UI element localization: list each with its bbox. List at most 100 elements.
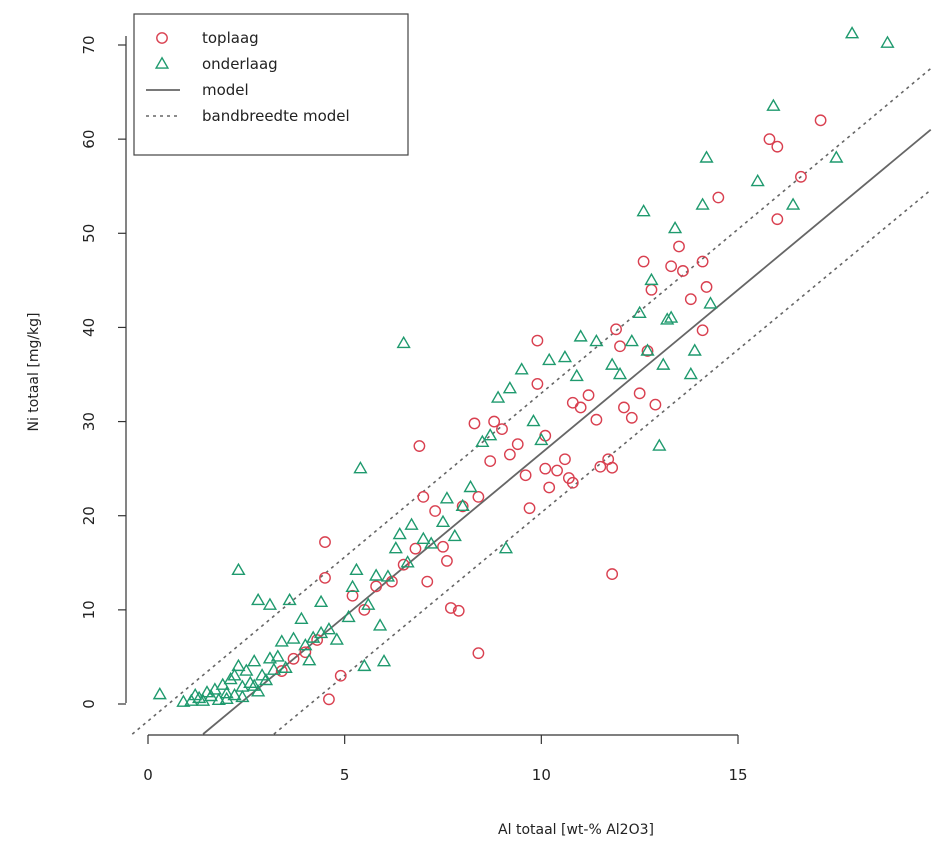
series-onderlaag: [152, 26, 895, 707]
data-point: [605, 357, 620, 370]
data-point: [511, 438, 524, 451]
data-point: [270, 649, 285, 662]
data-point: [829, 150, 844, 163]
data-point: [696, 255, 709, 268]
data-point: [380, 569, 396, 582]
data-point: [413, 440, 426, 452]
data-point: [282, 592, 297, 606]
y-axis: 0 10 20 30 40 50 60 70: [80, 35, 127, 709]
data-point: [376, 654, 392, 667]
data-point: [645, 283, 658, 296]
data-point: [574, 401, 587, 414]
data-point: [496, 423, 508, 436]
data-point: [551, 464, 563, 477]
data-point: [262, 651, 278, 664]
data-point: [472, 647, 485, 660]
data-point: [227, 668, 242, 681]
legend-symbol: [154, 56, 170, 69]
data-point: [665, 260, 678, 273]
data-point: [652, 438, 667, 451]
data-point: [370, 580, 383, 593]
data-point: [247, 654, 262, 667]
data-point: [439, 491, 455, 504]
data-point: [606, 568, 619, 580]
x-tick-label: 15: [728, 766, 747, 784]
data-point: [463, 479, 478, 493]
data-point: [566, 476, 579, 489]
data-point: [814, 114, 827, 127]
data-point: [660, 312, 675, 325]
data-point: [219, 691, 234, 705]
data-point: [247, 678, 262, 691]
data-point: [258, 672, 274, 686]
data-point: [417, 490, 430, 503]
data-point: [636, 204, 651, 217]
data-point: [534, 432, 549, 446]
data-point: [624, 333, 639, 347]
data-point: [557, 349, 573, 363]
data-point: [349, 562, 364, 576]
data-point: [795, 170, 807, 183]
data-point: [677, 265, 689, 277]
data-point: [152, 686, 167, 700]
data-point: [618, 401, 630, 414]
data-point: [699, 150, 714, 163]
data-point: [313, 594, 329, 608]
data-point: [771, 140, 784, 153]
x-tick-label: 0: [143, 766, 153, 784]
data-point: [712, 191, 725, 204]
y-tick-label: 10: [80, 600, 98, 619]
data-point: [766, 98, 781, 111]
y-tick-label: 60: [80, 130, 98, 149]
data-point: [667, 220, 683, 234]
data-point: [319, 571, 331, 584]
data-point: [353, 461, 368, 474]
data-point: [612, 366, 628, 380]
y-tick-label: 0: [80, 699, 98, 709]
x-axis-title: Al totaal [wt-% Al2O3]: [498, 822, 654, 838]
data-point: [573, 329, 588, 342]
data-point: [262, 597, 278, 610]
data-point: [278, 660, 293, 673]
data-point: [239, 663, 254, 676]
data-point: [219, 686, 234, 699]
data-point: [490, 390, 506, 403]
data-point: [447, 528, 462, 542]
data-point: [176, 694, 191, 707]
data-point: [519, 469, 532, 482]
data-point: [664, 310, 679, 323]
legend-label: toplaag: [202, 29, 259, 47]
data-point: [372, 618, 388, 631]
y-tick-label: 30: [80, 412, 98, 431]
data-point: [452, 604, 465, 617]
data-point: [437, 540, 449, 553]
data-point: [286, 631, 301, 644]
data-point: [302, 653, 317, 666]
data-point: [392, 526, 407, 540]
data-point: [388, 541, 403, 554]
data-point: [421, 575, 434, 588]
x-tick-label: 10: [532, 766, 551, 784]
data-point: [346, 589, 359, 602]
data-point: [589, 333, 604, 347]
data-point: [785, 197, 801, 210]
data-point: [188, 687, 203, 701]
data-point: [211, 692, 226, 705]
legend: toplaag onderlaag model bandbreedte model: [133, 13, 409, 156]
data-point: [361, 597, 376, 610]
data-point: [687, 343, 702, 356]
y-tick-label: 20: [80, 506, 98, 525]
data-point: [397, 558, 410, 571]
data-point: [299, 646, 312, 659]
data-point: [323, 693, 335, 706]
data-point: [656, 357, 671, 370]
data-point: [231, 658, 246, 672]
x-axis: 0 5 10 15: [143, 734, 748, 784]
data-point: [637, 255, 650, 268]
data-point: [539, 462, 552, 475]
data-point: [640, 343, 655, 356]
data-point: [223, 671, 238, 685]
data-point: [369, 568, 384, 581]
data-point: [750, 173, 765, 187]
